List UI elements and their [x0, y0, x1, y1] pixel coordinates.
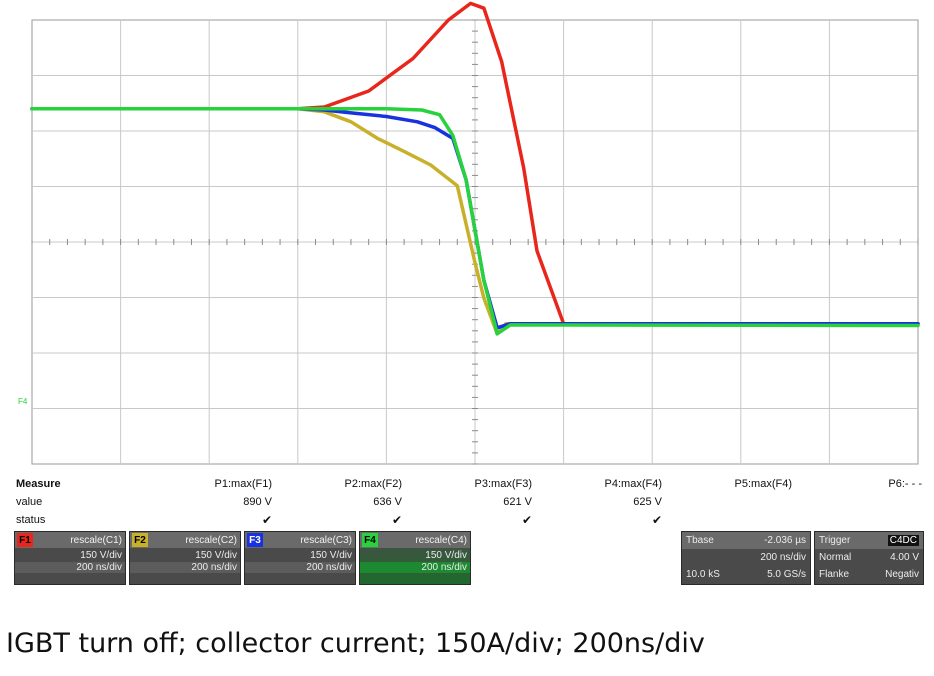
param-p4-name[interactable]: P4:max(F4): [604, 478, 662, 490]
channel-f2-name: rescale(C2): [185, 534, 237, 546]
channel-f4-scale: 150 V/div: [425, 550, 467, 561]
timebase-rate: 5.0 GS/s: [767, 569, 806, 580]
channel-f3-name: rescale(C3): [300, 534, 352, 546]
figure-caption: IGBT turn off; collector current; 150A/d…: [6, 628, 705, 659]
timebase-label: Tbase: [686, 535, 714, 546]
channel-f4-descriptor[interactable]: F4 rescale(C4) 150 V/div 200 ns/div: [359, 531, 471, 585]
channel-f1-time: 200 ns/div: [15, 562, 125, 573]
traces: [30, 1, 920, 336]
channel-f3-scale: 150 V/div: [310, 550, 352, 561]
channel-f4-tag: F4: [362, 533, 378, 547]
channel-f4-name: rescale(C4): [415, 534, 467, 546]
scope-display: F4: [18, 1, 920, 465]
trigger-label: Trigger: [819, 535, 851, 546]
channel-f3-descriptor[interactable]: F3 rescale(C3) 150 V/div 200 ns/div: [244, 531, 356, 585]
channel-f2-descriptor[interactable]: F2 rescale(C2) 150 V/div 200 ns/div: [129, 531, 241, 585]
param-p2-name[interactable]: P2:max(F2): [344, 478, 402, 490]
param-p3-status: ✔: [521, 513, 532, 527]
param-p3-name[interactable]: P3:max(F3): [474, 478, 532, 490]
trigger-panel[interactable]: Trigger C4DC Normal 4.00 V Flanke Negativ: [814, 531, 924, 585]
channel-f4-time: 200 ns/div: [360, 562, 470, 573]
channel-f2-scale: 150 V/div: [195, 550, 237, 561]
trigger-mode: Normal: [819, 552, 852, 563]
measure-value-row-label: value: [16, 496, 43, 508]
trace-f4: [30, 107, 920, 336]
channel-f1-tag: F1: [17, 533, 33, 547]
trigger-level: 4.00 V: [890, 552, 919, 563]
param-p3-value: 621 V: [503, 496, 532, 508]
timebase-offset: -2.036 µs: [764, 535, 806, 546]
param-p6-name[interactable]: P6:- - -: [888, 478, 922, 490]
grid: [31, 19, 919, 465]
param-p1-status: ✔: [261, 513, 272, 527]
param-p4-status: ✔: [651, 513, 662, 527]
trigger-level-marker: F4: [18, 397, 28, 406]
trigger-source-badge: C4DC: [887, 535, 919, 546]
param-p2-value: 636 V: [373, 496, 402, 508]
param-p5-name[interactable]: P5:max(F4): [734, 478, 792, 490]
timebase-samples: 10.0 kS: [686, 569, 720, 580]
channel-f3-tag: F3: [247, 533, 263, 547]
channel-f1-scale: 150 V/div: [80, 550, 122, 561]
param-p1-value: 890 V: [243, 496, 272, 508]
timebase-panel[interactable]: Tbase -2.036 µs 200 ns/div 10.0 kS 5.0 GS/…: [681, 531, 811, 585]
channel-f1-name: rescale(C1): [70, 534, 122, 546]
param-p2-status: ✔: [391, 513, 402, 527]
trace-f1: [30, 1, 920, 326]
measure-title: Measure: [16, 478, 61, 490]
param-p4-value: 625 V: [633, 496, 662, 508]
param-p1-name[interactable]: P1:max(F1): [214, 478, 272, 490]
trigger-edge: Negativ: [885, 569, 919, 580]
timebase-div: 200 ns/div: [760, 552, 806, 563]
channel-f3-time: 200 ns/div: [245, 562, 355, 573]
measure-status-row-label: status: [16, 514, 46, 526]
channel-f2-tag: F2: [132, 533, 148, 547]
trigger-edge-label: Flanke: [819, 569, 850, 580]
channel-f2-time: 200 ns/div: [130, 562, 240, 573]
channel-f1-descriptor[interactable]: F1 rescale(C1) 150 V/div 200 ns/div: [14, 531, 126, 585]
